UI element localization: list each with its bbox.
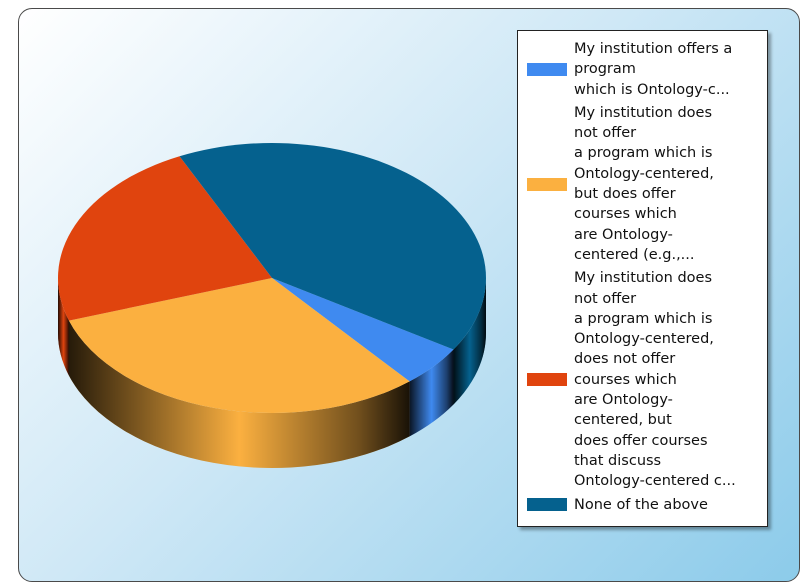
legend-entry: My institution does not offer a program …	[527, 268, 763, 491]
legend-label: My institution offers a program which is…	[574, 41, 733, 98]
legend-swatch	[527, 498, 567, 512]
legend-swatch	[527, 62, 567, 76]
pie-side-shade	[68, 320, 410, 468]
legend-entry: None of the above	[527, 495, 763, 515]
legend-label: My institution does not offer a program …	[574, 104, 714, 263]
legend-swatch	[527, 373, 567, 387]
legend-swatch	[527, 177, 567, 191]
pie-side-shade	[409, 349, 454, 437]
pie-side-shade	[58, 278, 69, 376]
pie-slice	[179, 143, 486, 350]
legend-entry: My institution does not offer a program …	[527, 103, 763, 265]
legend-entry: My institution offers a program which is…	[527, 39, 763, 100]
legend: My institution offers a program which is…	[517, 30, 768, 527]
pie-slice	[68, 278, 410, 413]
legend-label: My institution does not offer a program …	[574, 270, 736, 490]
pie-slice	[272, 278, 454, 382]
pie-side-shade	[453, 278, 486, 405]
pie-slice	[58, 156, 273, 321]
legend-label: None of the above	[574, 496, 708, 513]
